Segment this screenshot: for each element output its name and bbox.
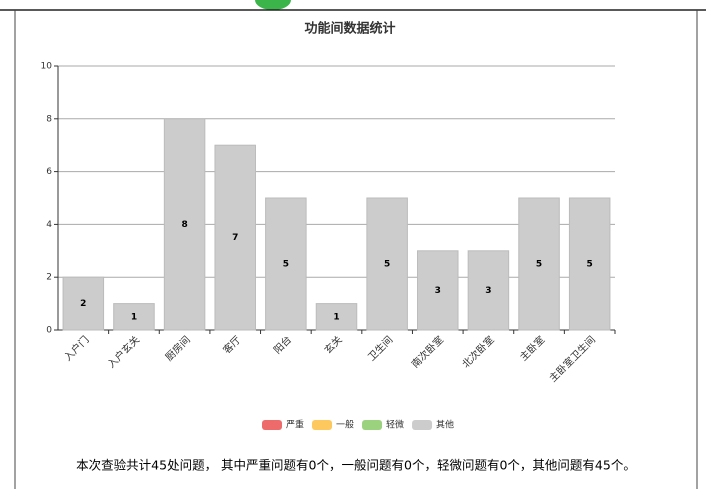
bar <box>568 197 611 331</box>
data-label: 3 <box>435 286 441 296</box>
bar <box>214 144 256 331</box>
x-tick-label: 阳台 <box>271 333 294 356</box>
x-tick-label: 客厅 <box>220 333 243 356</box>
data-label: 5 <box>384 260 390 270</box>
legend-swatch <box>312 420 333 430</box>
y-tick-label: 2 <box>46 273 52 283</box>
logo-arc <box>255 0 291 10</box>
y-tick-label: 8 <box>46 114 52 124</box>
data-label: 8 <box>181 220 187 230</box>
legend-swatch <box>412 420 433 430</box>
data-label: 5 <box>587 260 593 270</box>
data-label: 1 <box>131 312 137 322</box>
bar <box>366 197 408 331</box>
data-label: 7 <box>232 233 238 243</box>
summary: 本次查验共计45处问题， 其中严重问题有0个，一般问题有0个，轻微问题有0个，其… <box>76 458 636 473</box>
x-tick-label: 厨房间 <box>162 333 192 363</box>
bar <box>163 118 206 331</box>
x-tick-label: 北次卧室 <box>459 333 496 370</box>
x-tick-label: 主卧室 <box>517 333 547 363</box>
legend-swatch <box>262 420 282 430</box>
bar <box>315 303 358 331</box>
x-tick-label: 卫生间 <box>365 333 395 363</box>
x-tick-label: 入户玄关 <box>105 333 142 370</box>
bar <box>518 197 560 331</box>
legend-label: 其他 <box>436 419 454 431</box>
data-label: 2 <box>80 299 86 309</box>
x-tick-label: 南次卧室 <box>409 333 446 370</box>
legend-label: 严重 <box>286 419 304 431</box>
bar <box>467 250 510 331</box>
y-tick-label: 6 <box>46 167 52 177</box>
data-label: 5 <box>283 260 289 270</box>
y-tick-label: 4 <box>46 220 52 230</box>
legend-swatch <box>362 420 383 430</box>
chart-title: 功能间数据统计 <box>304 21 395 37</box>
bar <box>62 276 105 331</box>
data-label: 5 <box>536 260 542 270</box>
x-tick-label: 主卧室卫生间 <box>546 333 598 385</box>
x-tick-label: 入户门 <box>61 333 91 363</box>
x-tick-label: 玄关 <box>321 333 344 356</box>
bar <box>265 197 307 331</box>
data-label: 1 <box>333 312 339 322</box>
bar <box>417 250 459 331</box>
data-label: 3 <box>485 286 491 296</box>
y-tick-label: 0 <box>46 326 52 336</box>
y-tick-label: 10 <box>41 62 53 72</box>
bar <box>113 303 155 331</box>
legend-label: 一般 <box>336 419 354 431</box>
legend-label: 轻微 <box>386 419 404 431</box>
